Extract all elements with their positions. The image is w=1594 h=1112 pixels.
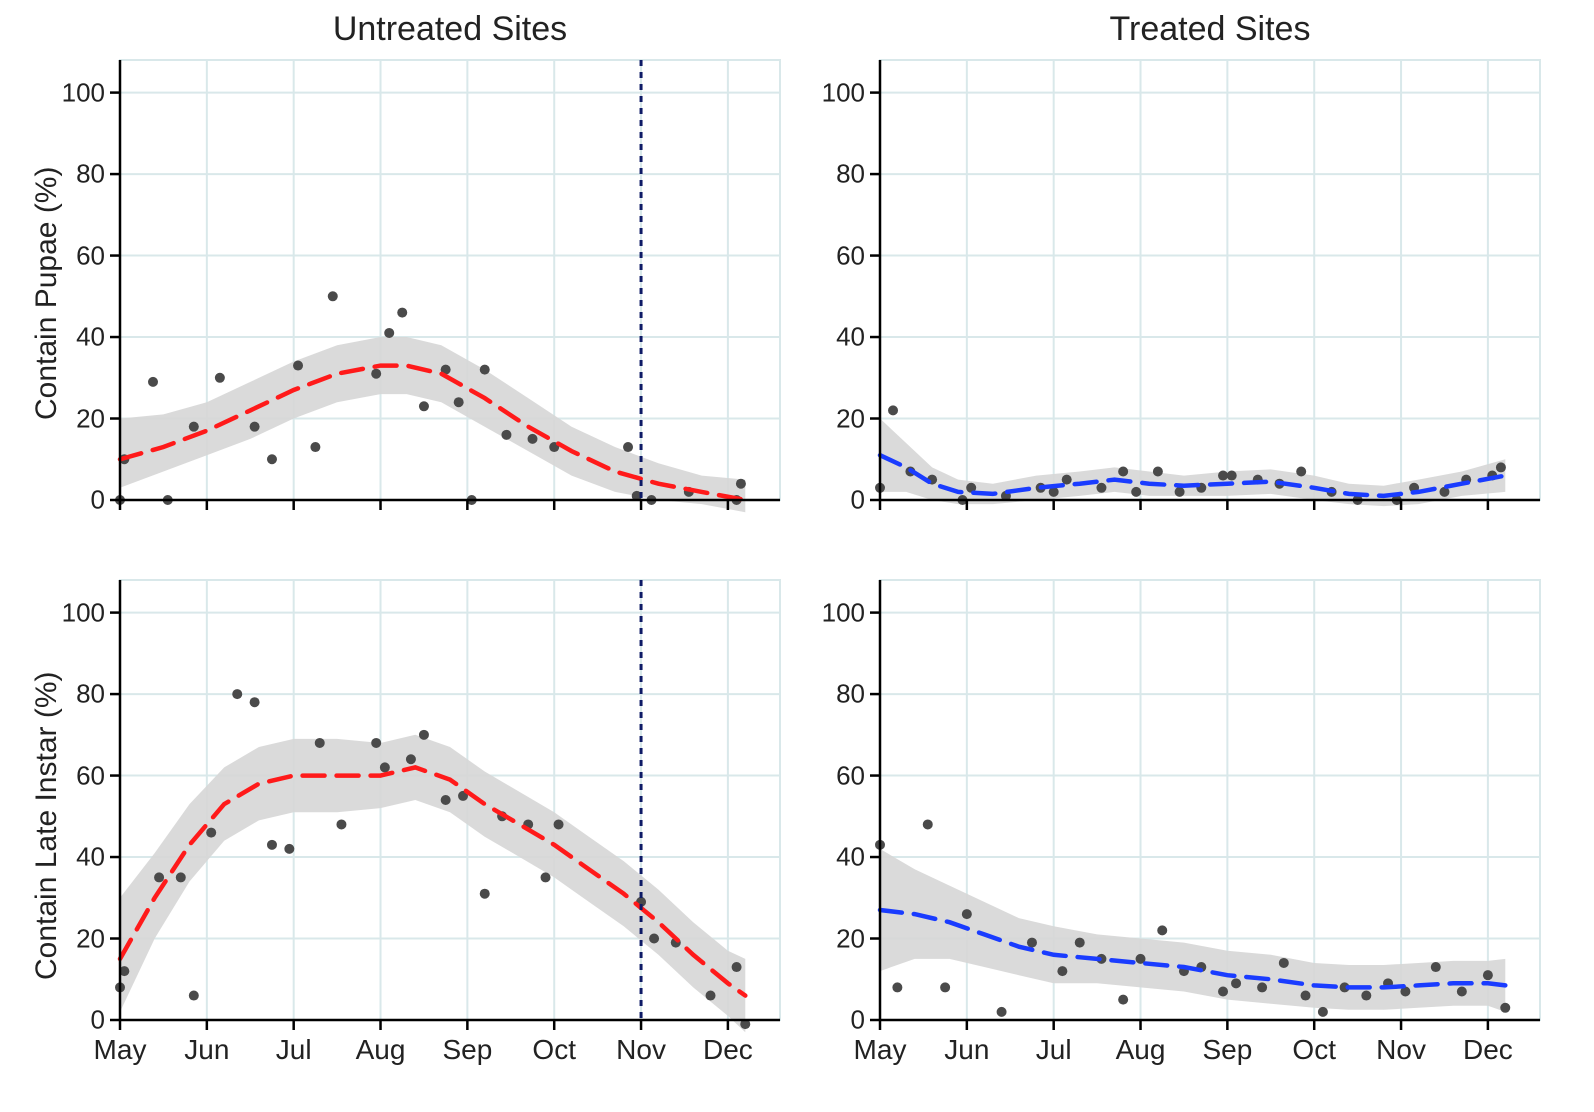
y-tick-label: 80 [820,679,865,710]
y-tick-label: 60 [60,760,105,791]
x-tick-label: Sep [442,1034,492,1066]
y-tick-label: 100 [60,77,105,108]
y-tick-label: 0 [60,485,105,516]
y-tick-label: 20 [60,403,105,434]
confidence-band [120,337,745,512]
y-tick-label: 100 [820,597,865,628]
x-tick-label: Nov [1376,1034,1426,1066]
x-tick-label: Sep [1202,1034,1252,1066]
y-tick-label: 40 [60,842,105,873]
y-tick-label: 20 [820,403,865,434]
y-tick-label: 80 [820,159,865,190]
panel-untreated_late [120,580,780,1020]
panel-svg [120,60,780,500]
column-title-treated: Treated Sites [880,10,1540,49]
figure-root: Untreated Sites Treated Sites Contain Pu… [0,0,1594,1112]
panel-svg [880,60,1540,500]
y-tick-label: 20 [820,923,865,954]
y-tick-label: 60 [60,240,105,271]
y-tick-label: 80 [60,679,105,710]
y-tick-label: 60 [820,760,865,791]
x-tick-label: Jun [944,1034,989,1066]
x-tick-label: May [94,1034,147,1066]
x-tick-label: Aug [356,1034,406,1066]
y-tick-label: 20 [60,923,105,954]
column-title-untreated: Untreated Sites [120,10,780,49]
x-tick-label: Oct [532,1034,576,1066]
y-tick-label: 40 [60,322,105,353]
confidence-band [120,735,745,1032]
panel-treated_late [880,580,1540,1020]
x-tick-label: Jun [184,1034,229,1066]
x-tick-label: May [854,1034,907,1066]
y-tick-label: 40 [820,322,865,353]
y-axis-label-pupae: Contain Pupae (%) [30,167,64,420]
x-tick-label: Nov [616,1034,666,1066]
x-tick-label: Dec [703,1034,753,1066]
panel-svg [880,580,1540,1020]
panel-untreated_pupae [120,60,780,500]
grid [880,60,1540,500]
y-tick-label: 40 [820,842,865,873]
y-axis-label-late-instar: Contain Late Instar (%) [30,672,64,980]
y-tick-label: 0 [60,1005,105,1036]
confidence-band [880,849,1505,1012]
y-tick-label: 60 [820,240,865,271]
x-tick-label: Dec [1463,1034,1513,1066]
x-tick-label: Oct [1292,1034,1336,1066]
y-tick-label: 100 [820,77,865,108]
y-tick-label: 80 [60,159,105,190]
x-tick-label: Jul [1036,1034,1072,1066]
panel-treated_pupae [880,60,1540,500]
scatter-points [115,689,750,1029]
y-tick-label: 0 [820,1005,865,1036]
x-tick-label: Jul [276,1034,312,1066]
x-tick-label: Aug [1116,1034,1166,1066]
y-tick-label: 0 [820,485,865,516]
panel-svg [120,580,780,1020]
y-tick-label: 100 [60,597,105,628]
